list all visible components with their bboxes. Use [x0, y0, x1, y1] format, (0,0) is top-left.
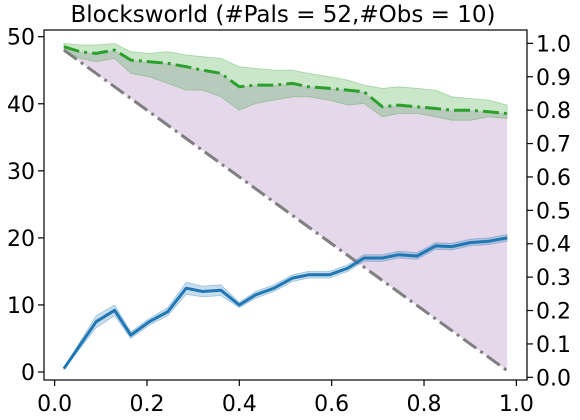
y-left-tick-label: 30: [7, 160, 35, 185]
y-left-tick-label: 50: [7, 26, 35, 51]
y-right-tick-label: 0.6: [536, 166, 571, 191]
blue-series-line: [62, 236, 508, 370]
y-right-tick-label: 0.4: [536, 233, 571, 258]
x-tick-label: 1.0: [499, 392, 534, 417]
x-tick-label: 0.4: [222, 392, 257, 417]
x-tick-label: 0.6: [314, 392, 349, 417]
y-left-tick-label: 10: [7, 294, 35, 319]
x-tick-label: 0.0: [37, 392, 72, 417]
blue-confidence-band: [63, 234, 508, 371]
y-right-tick-label: 0.1: [536, 333, 571, 358]
y-left-tick-label: 20: [7, 227, 35, 252]
y-left-tick-label: 0: [21, 361, 35, 386]
gray-diagonal-line: [62, 48, 509, 372]
x-tick-label: 0.8: [407, 392, 442, 417]
y-right-tick-label: 0.2: [536, 300, 571, 325]
y-right-tick-label: 0.7: [536, 133, 571, 158]
y-right-tick-label: 0.3: [536, 266, 571, 291]
y-right-tick-label: 0.5: [536, 199, 571, 224]
chart-title: Blocksworld (#Pals = 52,#Obs = 10): [71, 2, 496, 28]
green-series-line: [63, 45, 508, 115]
x-tick-label: 0.2: [129, 392, 164, 417]
green-confidence-band: [63, 42, 508, 121]
y-right-tick-label: 0.9: [536, 66, 571, 91]
plot-area-frame: [43, 29, 528, 381]
y-right-tick-label: 1.0: [536, 32, 571, 57]
y-left-tick-label: 40: [7, 93, 35, 118]
y-right-tick-label: 0.8: [536, 99, 571, 124]
y-right-tick-label: 0.0: [536, 366, 571, 391]
